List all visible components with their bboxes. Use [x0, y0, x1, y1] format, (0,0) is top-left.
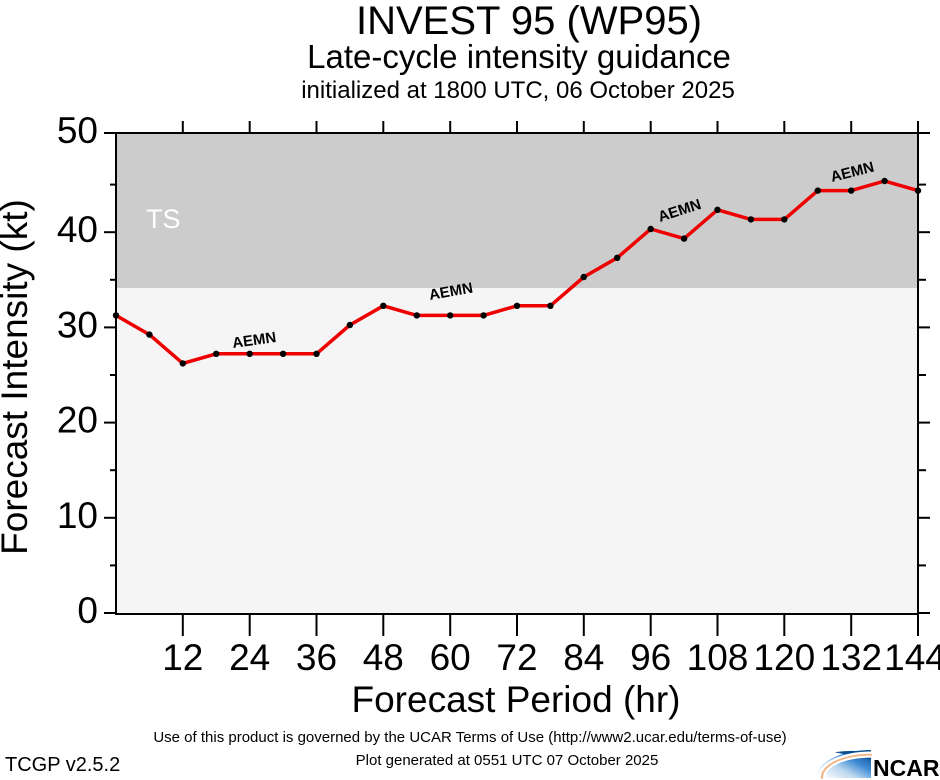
svg-text:TS: TS [146, 204, 181, 234]
svg-text:NCAR: NCAR [873, 755, 940, 780]
svg-text:0: 0 [77, 590, 98, 631]
svg-text:108: 108 [687, 637, 749, 678]
svg-text:INVEST 95 (WP95): INVEST 95 (WP95) [356, 0, 702, 43]
svg-text:12: 12 [162, 637, 203, 678]
svg-text:Late-cycle intensity guidance: Late-cycle intensity guidance [307, 38, 731, 75]
svg-text:initialized at 1800 UTC, 06 Oc: initialized at 1800 UTC, 06 October 2025 [301, 77, 735, 104]
svg-text:40: 40 [57, 209, 98, 250]
svg-text:84: 84 [563, 637, 604, 678]
svg-text:Use of this product is governe: Use of this product is governed by the U… [153, 729, 786, 746]
svg-text:96: 96 [630, 637, 671, 678]
svg-text:Forecast Period (hr): Forecast Period (hr) [352, 679, 681, 720]
svg-text:Forecast Intensity (kt): Forecast Intensity (kt) [0, 199, 35, 555]
svg-text:Plot generated at 0551 UTC 0: Plot generated at 0551 UTC 07 October 20… [356, 752, 659, 769]
svg-text:48: 48 [363, 637, 404, 678]
svg-text:144: 144 [884, 637, 940, 678]
svg-text:24: 24 [229, 637, 270, 678]
svg-text:60: 60 [430, 637, 471, 678]
svg-text:TCGP v2.5.2: TCGP v2.5.2 [5, 754, 120, 776]
svg-text:132: 132 [820, 637, 882, 678]
svg-text:36: 36 [296, 637, 337, 678]
svg-text:20: 20 [57, 400, 98, 441]
svg-text:50: 50 [57, 110, 98, 151]
svg-text:10: 10 [57, 495, 98, 536]
svg-text:72: 72 [496, 637, 537, 678]
svg-text:30: 30 [57, 304, 98, 345]
svg-text:120: 120 [753, 637, 815, 678]
